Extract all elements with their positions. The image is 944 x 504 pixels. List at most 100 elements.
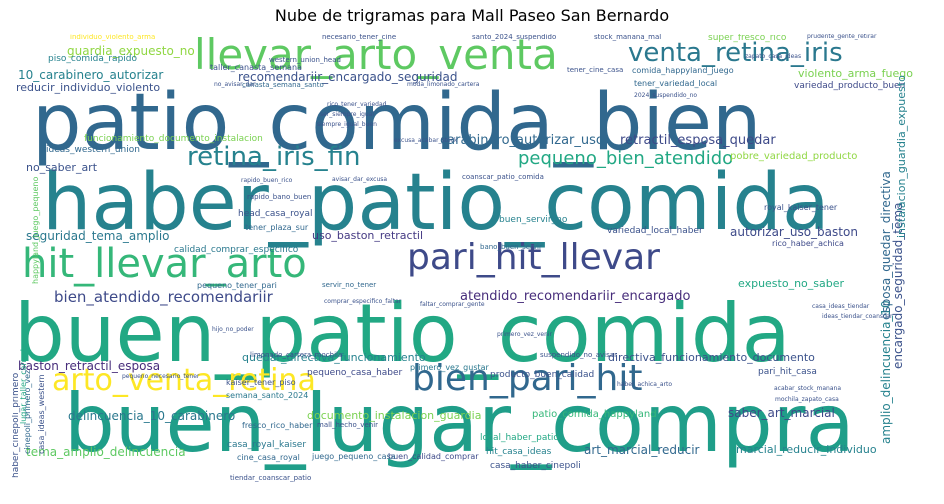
cloud-word: hijo_no_poder	[212, 326, 254, 333]
cloud-word: pobre_variedad_producto	[730, 151, 858, 162]
cloud-word: llevar_arto_venta	[194, 34, 558, 79]
cloud-word: buen_patio_comida	[14, 287, 791, 380]
cloud-word: tener_cine_casa	[567, 66, 624, 74]
cloud-word: comida_happyland_juego	[632, 66, 734, 75]
cloud-word: 10_carabinero_autorizar	[18, 68, 164, 82]
cloud-word: delincuencia_10_carabinero	[68, 409, 236, 423]
cloud-word: zapato_casa_ideas	[745, 53, 802, 60]
cloud-word: instalacion_guardia_expuesto	[895, 75, 908, 238]
cloud-word: calidad_comprar_especifico	[174, 245, 299, 255]
cloud-word: santo_2024_suspendido	[472, 34, 557, 41]
cloud-word: buen_servir_no	[499, 215, 568, 225]
cloud-word: no_saber_art	[26, 161, 98, 174]
cloud-word: reducir_individuo_violento	[16, 81, 161, 94]
cloud-word: rapido_buen_rico	[241, 177, 293, 184]
cloud-word: buen_lugar_compra	[64, 377, 855, 470]
cloud-word: expuesto_no_saber	[738, 277, 845, 290]
cloud-word: buen_calidad_comprar	[388, 452, 479, 461]
cloud-word: coanscar_patio_comida	[462, 173, 544, 181]
cloud-word: canasta_semana_santo	[242, 81, 324, 89]
cloud-word: super_fresco_rico	[708, 34, 787, 43]
cloud-word: casa_haber_cinepoli	[490, 461, 581, 471]
cloud-word: primero_vez_venir	[497, 331, 553, 338]
cloud-word: local_haber_patio	[480, 433, 559, 443]
cloud-word: baston_retractil_esposa	[18, 359, 161, 373]
cloud-word: bien_pari_hit	[412, 358, 643, 399]
cloud-word: no_avisar_dar	[214, 81, 256, 88]
cloud-word: taller_canasta_semana	[210, 63, 302, 72]
cloud-word: faltar_comprar_gente	[420, 301, 485, 308]
cloud-word: rico_haber_achica	[772, 239, 844, 248]
cloud-word: carabinero_autorizar_uso	[440, 133, 604, 148]
cloud-word: pequeno_necesario_tener	[122, 373, 200, 380]
cloud-word: necesario_tener_cine	[322, 34, 397, 41]
cloud-word: excusa_acabar_stock	[394, 137, 458, 144]
cloud-word: mall_hecho_venir	[317, 421, 379, 429]
cloud-word: happyland_juego_pequeno	[31, 176, 40, 284]
cloud-word: casa_royal_kaiser	[227, 440, 307, 450]
cloud-word: siempre_igual_buen	[317, 121, 377, 128]
cloud-word: autorizar_uso_baston	[730, 225, 858, 239]
cloud-word: bien_atendido_recomendariir	[54, 288, 273, 306]
cloud-word: patio_comida_bien	[32, 78, 762, 168]
cloud-word: fresco_rico_haber	[242, 421, 313, 430]
cloud-word: atendido_recomendariir_encargado	[460, 289, 691, 304]
cloud-word: haber_patio_comida	[42, 158, 830, 248]
cloud-word: rico_tener_variedad	[327, 101, 387, 108]
cloud-word: violento_arma_fuego	[798, 67, 913, 80]
cloud-word: saber_art_marcial	[728, 406, 835, 420]
cloud-word: stock_manana_mal	[594, 34, 662, 41]
cloud-word: prudente_gente_retirar	[807, 34, 877, 40]
cloud-word: retractil_esposa_quedar	[620, 133, 776, 148]
cloud-word: western_union_head	[269, 56, 341, 64]
cloud-word: juego_pequeno_casa	[312, 452, 396, 461]
cloud-word: suspendido_no_avisar	[540, 351, 617, 359]
cloud-word: patio_comida_happyland	[532, 409, 657, 420]
cloud-word: limonado_cartera_mochila	[250, 351, 343, 359]
cloud-word: art_marcial_reducir	[584, 443, 700, 457]
cloud-word: rapido_bano_buen	[247, 193, 312, 201]
cloud-word: cinepoli_primero_vez	[23, 369, 32, 454]
cloud-word: pari_hit_llevar	[407, 237, 660, 278]
cloud-word: seguridad_tema_amplio	[26, 229, 170, 243]
cloud-word: ideas_tiendar_coanscar	[822, 313, 893, 320]
cloud-word: mochila_zapato_casa	[775, 396, 839, 403]
cloud-word: tiendar_coanscar_patio	[230, 474, 312, 482]
cloud-word: documento_instalacion_guardia	[307, 409, 482, 422]
cloud-word: tema_amplio_delincuencia	[26, 445, 186, 459]
cloud-word: variedad_local_haber	[607, 226, 703, 236]
cloud-word: producto_buen_calidad	[490, 370, 595, 380]
cloud-word: head_casa_royal	[238, 209, 313, 219]
cloud-word: pari_hit_casa	[758, 367, 817, 377]
cloud-word: semana_santo_2024	[226, 391, 309, 400]
cloud-word: 2024_suspendido_no	[634, 92, 698, 99]
cloud-word: ideas_western_union	[46, 145, 140, 155]
cloud-word: funcionamiento_documento_instalacion	[84, 134, 263, 144]
cloud-word: tener_variedad_local	[634, 79, 718, 88]
cloud-word: ser_siempre_igual	[320, 111, 375, 118]
cloud-word: casa_ideas_tiendar	[812, 303, 870, 310]
cloud-word: venta_retina_iris	[628, 38, 843, 68]
cloud-word: hit_casa_ideas	[486, 447, 552, 457]
cloud-word: piso_comida_rapido	[48, 54, 138, 64]
cloud-word: directiva_funcionamiento_documento	[608, 351, 815, 364]
cloud-word: arto_venta_retina	[52, 363, 316, 398]
cloud-word: uso_baston_retractil	[312, 229, 423, 242]
cloud-word: recomendariir_encargado_seguridad	[238, 70, 458, 84]
cloud-word: moda_limonado_cartera	[407, 81, 480, 88]
cloud-word: primero_vez_gustar	[410, 363, 489, 372]
word-cloud: patio_comida_bien haber_patio_comida buen_…	[12, 34, 932, 498]
cloud-word: acabar_stock_manana	[774, 385, 842, 392]
cloud-word: pequeno_tener_pari	[197, 281, 277, 290]
cloud-word: cine_casa_royal	[237, 453, 300, 462]
cloud-word: variedad_producto_buen	[794, 81, 906, 91]
cloud-word: comprar_especifico_faltar	[324, 298, 402, 305]
cloud-word: guardia_expuesto_no	[67, 44, 195, 58]
cloud-word: kaiser_tener_piso	[226, 378, 296, 387]
cloud-word: avisar_dar_excusa	[332, 176, 388, 183]
cloud-word: servir_no_tener	[322, 281, 377, 289]
cloud-word: retina_iris_fin	[187, 142, 361, 172]
cloud-word: pequeno_casa_haber	[307, 368, 403, 378]
cloud-word: marcial_reducir_individuo	[736, 443, 877, 456]
cloud-word: esposa_quedar_directiva	[879, 171, 893, 320]
